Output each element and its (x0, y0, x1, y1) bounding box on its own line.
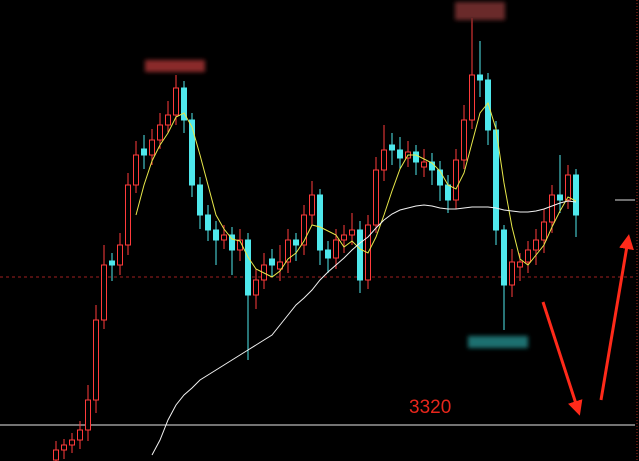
candle-body (525, 249, 531, 263)
candle-body (149, 139, 155, 156)
candle-body (205, 214, 211, 231)
candle-body (109, 260, 115, 266)
candle-body (53, 449, 59, 461)
candle-body (557, 194, 563, 201)
candle-body (69, 439, 75, 446)
candle-body (517, 261, 523, 268)
candle-body (269, 258, 275, 266)
candle-body (173, 87, 179, 116)
candle-body (245, 239, 251, 296)
candle-body (469, 74, 475, 121)
candle-body (213, 229, 219, 241)
candle-body (285, 239, 291, 263)
redacted-label (455, 2, 505, 20)
candle-body (85, 399, 91, 431)
candle-body (485, 79, 491, 131)
candle-body (309, 194, 315, 216)
candle-body (317, 194, 323, 251)
candle-body (381, 149, 387, 171)
candle-body (189, 119, 195, 186)
candle-body (477, 74, 483, 81)
candle-body (397, 149, 403, 159)
candle-body (445, 184, 451, 201)
candle-body (501, 229, 507, 286)
candle-body (413, 151, 419, 163)
candle-body (573, 174, 579, 216)
redacted-label (468, 336, 528, 348)
candle-body (253, 279, 259, 296)
candle-body (349, 229, 355, 236)
candle-body (301, 214, 307, 246)
moving-average (151, 200, 577, 456)
candle-body (181, 87, 187, 121)
candle-body (565, 174, 571, 201)
candle-body (165, 114, 171, 126)
redacted-label (145, 60, 205, 72)
candle-body (509, 261, 515, 286)
candle-body (437, 169, 443, 186)
candle-body (541, 221, 547, 241)
candle-body (461, 119, 467, 161)
candle-body (141, 148, 147, 156)
candle-body (373, 169, 379, 226)
arrow-up (599, 234, 634, 401)
candle-body (357, 229, 363, 281)
candle-body (117, 244, 123, 266)
moving-average (135, 101, 577, 278)
candle-body (157, 124, 163, 141)
candle-body (421, 161, 427, 168)
candle-body (293, 239, 299, 246)
candle-body (325, 249, 331, 259)
candle-body (333, 239, 339, 259)
candle-body (389, 144, 395, 151)
candle-body (229, 234, 235, 251)
plot-area: 3320 (0, 18, 635, 461)
reference-label: 3320 (409, 397, 451, 418)
candle-body (341, 234, 347, 241)
candle-body (101, 264, 107, 321)
candle-body (533, 239, 539, 251)
candle-body (77, 429, 83, 441)
candle-body (221, 234, 227, 241)
candle-body (61, 444, 67, 451)
candle-body (93, 319, 99, 401)
candle-body (277, 261, 283, 270)
candle-body (453, 159, 459, 201)
candle-body (549, 194, 555, 223)
candle-body (197, 184, 203, 216)
arrow-down (541, 301, 583, 416)
candle-body (133, 154, 139, 186)
candle-body (493, 129, 499, 231)
candle-body (125, 184, 131, 246)
